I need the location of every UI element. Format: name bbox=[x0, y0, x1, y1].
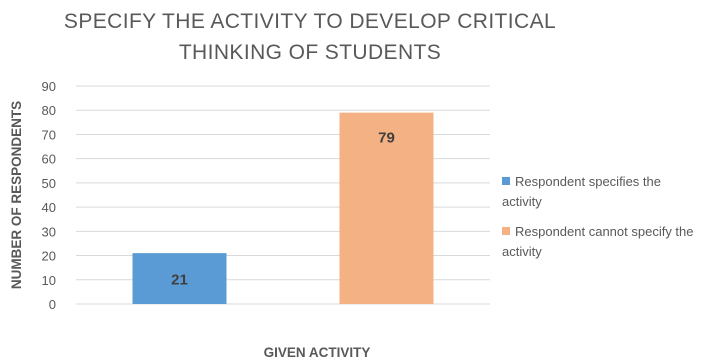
legend-swatch-specifies bbox=[502, 177, 510, 185]
chart-title: SPECIFY THE ACTIVITY TO DEVELOP CRITICAL… bbox=[40, 6, 580, 68]
y-axis-label: NUMBER OF RESPONDENTS bbox=[9, 101, 24, 289]
bars bbox=[132, 112, 434, 305]
chart-title-line-1: SPECIFY THE ACTIVITY TO DEVELOP CRITICAL bbox=[63, 10, 557, 33]
data-labels: 21 79 bbox=[171, 130, 395, 289]
legend-label-specifies: Respondent specifies the activity bbox=[502, 174, 661, 209]
y-tick-label-40: 40 bbox=[42, 200, 56, 215]
y-tick-label-50: 50 bbox=[42, 176, 56, 191]
bar-1 bbox=[339, 112, 434, 305]
legend-item-specifies: Respondent specifies the activity bbox=[502, 172, 700, 212]
y-tick-label-20: 20 bbox=[42, 249, 56, 264]
y-tick-label-10: 10 bbox=[42, 273, 56, 288]
chart-title-line-2: THINKING OF STUDENTS bbox=[178, 41, 442, 64]
x-axis-label: GIVEN ACTIVITY bbox=[264, 345, 371, 360]
y-tick-label-30: 30 bbox=[42, 224, 56, 239]
y-tick-label-60: 60 bbox=[42, 152, 56, 167]
legend-swatch-cannot-specify bbox=[502, 227, 510, 235]
bar-0 bbox=[132, 253, 227, 304]
y-tick-label-70: 70 bbox=[42, 127, 56, 142]
data-label-0: 21 bbox=[171, 272, 188, 289]
y-tick-labels: 0 10 20 30 40 50 60 70 80 90 bbox=[42, 79, 56, 312]
y-tick-label-90: 90 bbox=[42, 79, 56, 94]
data-label-1: 79 bbox=[378, 130, 395, 147]
y-tick-label-0: 0 bbox=[49, 297, 56, 312]
legend-item-cannot-specify: Respondent cannot specify the activity bbox=[502, 222, 700, 262]
y-tick-label-80: 80 bbox=[42, 103, 56, 118]
legend-label-cannot-specify: Respondent cannot specify the activity bbox=[502, 224, 694, 259]
